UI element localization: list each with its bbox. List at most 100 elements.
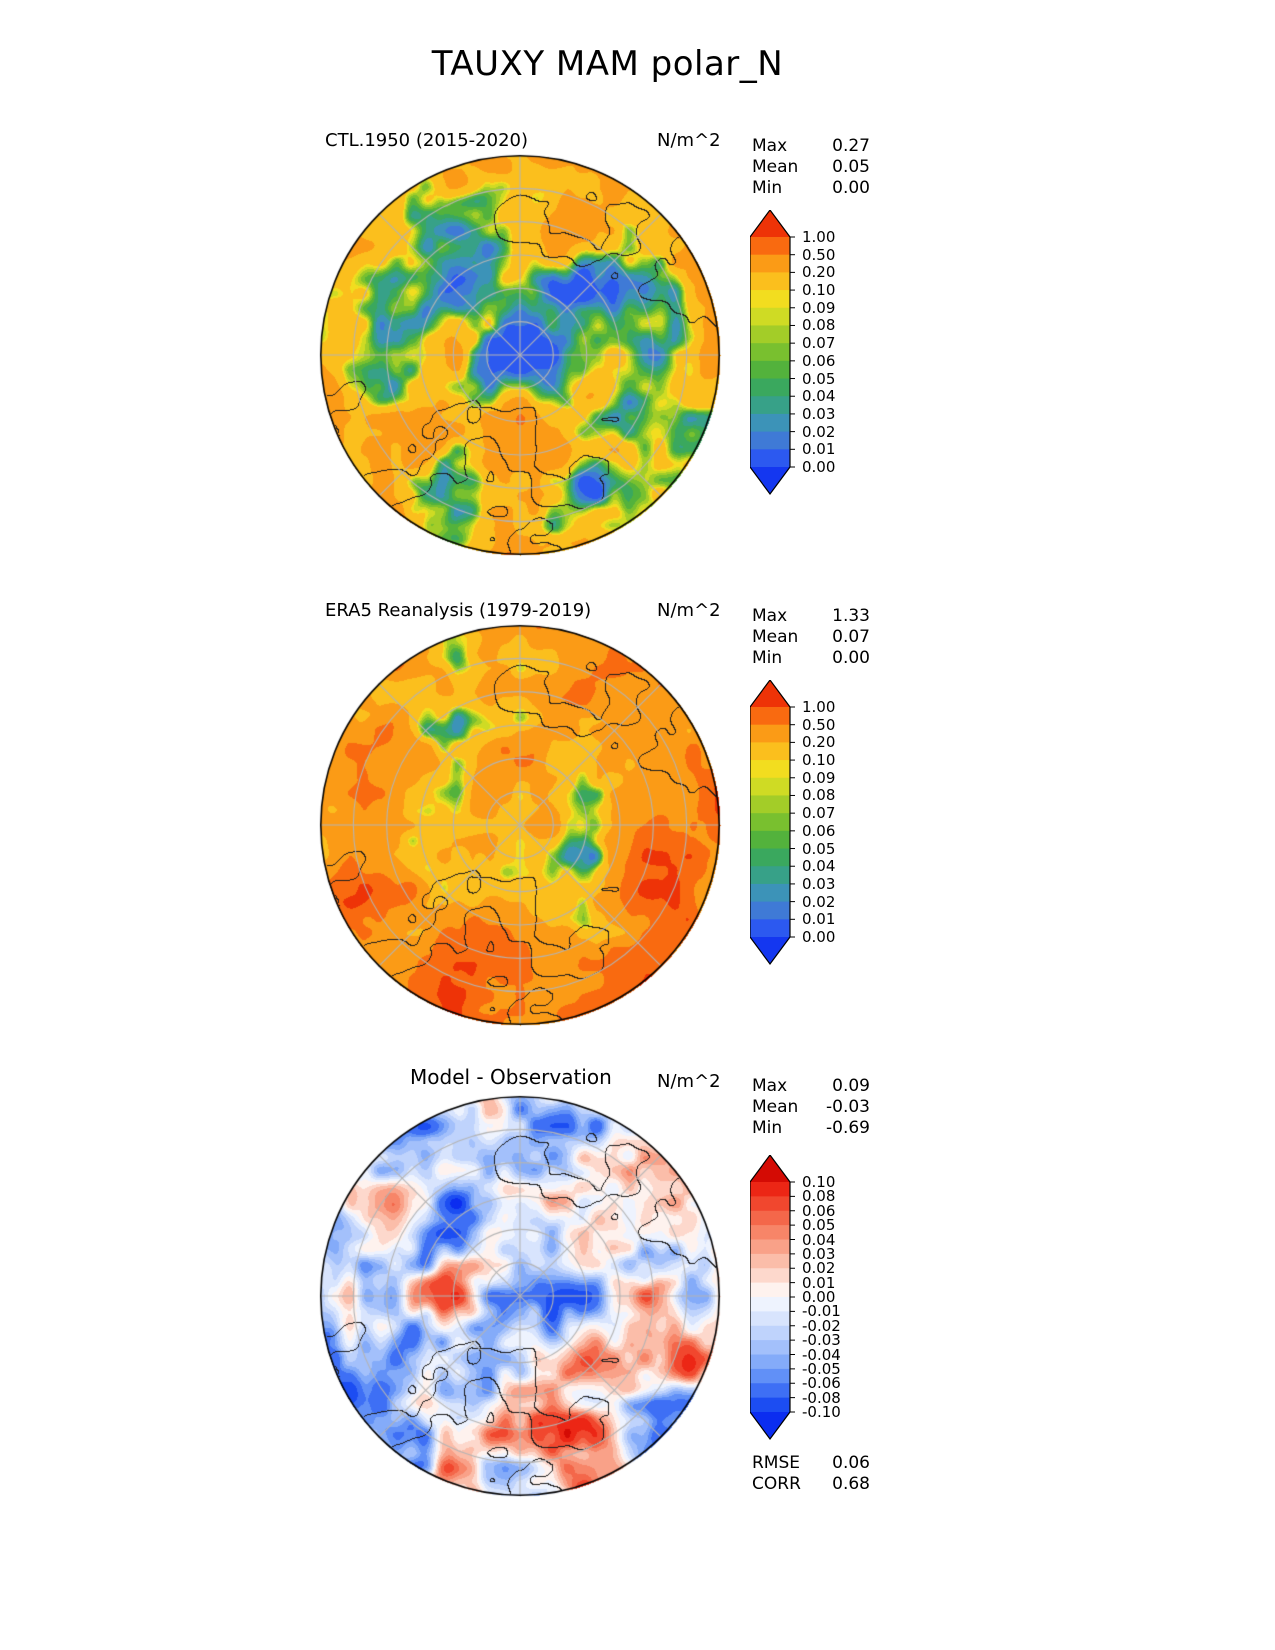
colorbar-tick-label: 0.09 xyxy=(802,768,836,787)
stats-block: Max 1.33 Mean 0.07 Min 0.00 xyxy=(752,606,870,669)
stat-value: 0.07 xyxy=(832,627,870,647)
colorbar-tick-label: -0.05 xyxy=(802,1359,841,1378)
colorbar-tick-label: 0.00 xyxy=(802,1288,836,1306)
colorbar-tick-label: 0.10 xyxy=(802,281,836,300)
colorbar-tick-label: 0.06 xyxy=(802,1201,836,1220)
colorbar-tick-label: 0.10 xyxy=(802,751,836,770)
panel-ctl: CTL.1950 (2015-2020) N/m^2 Max 0.27 Mean… xyxy=(0,118,1275,588)
stat-value: 0.00 xyxy=(832,178,870,198)
colorbar-era5: 1.00 0.50 0.20 0.10 0.09 0.08 0.07 0.06 0.05 0.04… xyxy=(750,680,880,966)
colorbar-tick-label: 0.01 xyxy=(802,1273,836,1292)
stat-row: Min -0.69 xyxy=(752,1118,870,1139)
stat-row: Max 0.09 xyxy=(752,1076,870,1097)
stat-value: -0.03 xyxy=(826,1097,870,1117)
colorbar-tick-label: -0.08 xyxy=(802,1388,841,1407)
colorbar-tick-label: 0.50 xyxy=(802,245,836,264)
colorbar-tick-label: 0.08 xyxy=(802,1187,836,1206)
stat-label: Min xyxy=(752,648,783,668)
colorbar-tick-label: 0.03 xyxy=(802,1244,836,1263)
panel-title: CTL.1950 (2015-2020) xyxy=(325,130,529,151)
stat-value: 0.68 xyxy=(832,1474,870,1494)
colorbar-tick-label: 0.06 xyxy=(802,821,836,840)
stat-value: 0.27 xyxy=(832,136,870,156)
stats-block: Max 0.09 Mean -0.03 Min -0.69 xyxy=(752,1076,870,1139)
colorbar-tick-label: 0.08 xyxy=(802,786,836,805)
polar-map-canvas-ctl xyxy=(318,153,722,557)
colorbar-tick-label: 0.02 xyxy=(802,1259,836,1278)
colorbar-tick-label: 0.10 xyxy=(802,1173,836,1191)
colorbar-tick-label: 0.00 xyxy=(802,458,836,476)
colorbar-tick-label: 0.02 xyxy=(802,422,836,441)
stat-row: Mean 0.07 xyxy=(752,627,870,648)
stat-row: Max 1.33 xyxy=(752,606,870,627)
stat-label: Mean xyxy=(752,157,799,177)
colorbar-tick-label: 0.08 xyxy=(802,316,836,335)
colorbar-tick-label: 0.20 xyxy=(802,733,836,752)
colorbar-tick-label: -0.10 xyxy=(802,1403,841,1421)
stat-label: Min xyxy=(752,1118,783,1138)
colorbar-tick-label: 0.01 xyxy=(802,910,836,929)
stat-value: 0.05 xyxy=(832,157,870,177)
panel-title: Model - Observation xyxy=(410,1065,612,1089)
colorbar-tick-label: 0.04 xyxy=(802,387,836,406)
stat-value: 0.09 xyxy=(832,1076,870,1096)
stat-row: Min 0.00 xyxy=(752,648,870,669)
stat-row: Max 0.27 xyxy=(752,136,870,157)
colorbar-tick-label: 1.00 xyxy=(802,228,836,246)
skill-stats-block: RMSE 0.06 CORR 0.68 xyxy=(752,1453,870,1495)
stat-value: 1.33 xyxy=(832,606,870,626)
colorbar-diff: 0.10 0.08 0.06 0.05 0.04 0.03 0.02 0.01 0.00 -0.0… xyxy=(750,1155,880,1441)
colorbar-tick-label: 0.06 xyxy=(802,351,836,370)
colorbar-tick-label: 0.00 xyxy=(802,928,836,946)
stat-label: Max xyxy=(752,606,788,626)
colorbar-tick-label: 0.05 xyxy=(802,1216,836,1235)
units-label: N/m^2 xyxy=(657,130,721,151)
stat-row: Mean -0.03 xyxy=(752,1097,870,1118)
colorbar-tick-label: 0.04 xyxy=(802,857,836,876)
panel-diff: Model - Observation N/m^2 Max 0.09 Mean … xyxy=(0,1058,1275,1528)
stat-label: CORR xyxy=(752,1474,801,1494)
stats-block: Max 0.27 Mean 0.05 Min 0.00 xyxy=(752,136,870,199)
colorbar-graphic xyxy=(750,1155,795,1441)
stat-row: Mean 0.05 xyxy=(752,157,870,178)
colorbar-tick-label: 0.07 xyxy=(802,334,836,353)
figure-title: TAUXY MAM polar_N xyxy=(431,44,784,84)
colorbar-tick-label: 0.50 xyxy=(802,715,836,734)
colorbar-tick-label: 0.02 xyxy=(802,892,836,911)
polar-map-canvas-era5 xyxy=(318,623,722,1027)
colorbar-tick-label: 0.20 xyxy=(802,263,836,282)
colorbar-tick-label: 0.05 xyxy=(802,369,836,388)
stat-row: Min 0.00 xyxy=(752,178,870,199)
colorbar-tick-label: -0.03 xyxy=(802,1331,841,1350)
stat-row: CORR 0.68 xyxy=(752,1474,870,1495)
stat-value: 0.06 xyxy=(832,1453,870,1473)
colorbar-tick-label: -0.01 xyxy=(802,1302,841,1321)
colorbar-tick-label: -0.02 xyxy=(802,1316,841,1335)
colorbar-tick-label: 1.00 xyxy=(802,698,836,716)
stat-row: RMSE 0.06 xyxy=(752,1453,870,1474)
colorbar-graphic xyxy=(750,210,795,496)
colorbar-tick-label: 0.04 xyxy=(802,1230,836,1249)
stat-value: -0.69 xyxy=(826,1118,870,1138)
colorbar-tick-label: 0.03 xyxy=(802,874,836,893)
colorbar-tick-label: 0.07 xyxy=(802,804,836,823)
stat-label: RMSE xyxy=(752,1453,801,1473)
colorbar-tick-label: 0.09 xyxy=(802,298,836,317)
stat-label: Mean xyxy=(752,1097,799,1117)
colorbar-tick-label: 0.01 xyxy=(802,440,836,459)
panel-era5: ERA5 Reanalysis (1979-2019) N/m^2 Max 1.… xyxy=(0,588,1275,1058)
colorbar-graphic xyxy=(750,680,795,966)
colorbar-ctl: 1.00 0.50 0.20 0.10 0.09 0.08 0.07 0.06 0.05 0.04… xyxy=(750,210,880,496)
units-label: N/m^2 xyxy=(657,600,721,621)
panel-title: ERA5 Reanalysis (1979-2019) xyxy=(325,600,592,621)
stat-value: 0.00 xyxy=(832,648,870,668)
colorbar-tick-label: -0.06 xyxy=(802,1374,841,1393)
stat-label: Mean xyxy=(752,627,799,647)
stat-label: Max xyxy=(752,136,788,156)
stat-label: Max xyxy=(752,1076,788,1096)
units-label: N/m^2 xyxy=(657,1071,721,1092)
colorbar-tick-label: -0.04 xyxy=(802,1345,841,1364)
polar-map-canvas-diff xyxy=(318,1094,722,1498)
colorbar-tick-label: 0.03 xyxy=(802,404,836,423)
colorbar-tick-label: 0.05 xyxy=(802,839,836,858)
